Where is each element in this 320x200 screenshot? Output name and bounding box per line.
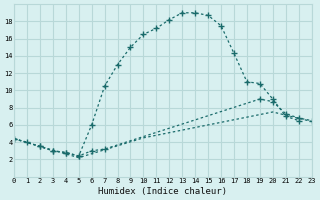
X-axis label: Humidex (Indice chaleur): Humidex (Indice chaleur) — [98, 187, 227, 196]
